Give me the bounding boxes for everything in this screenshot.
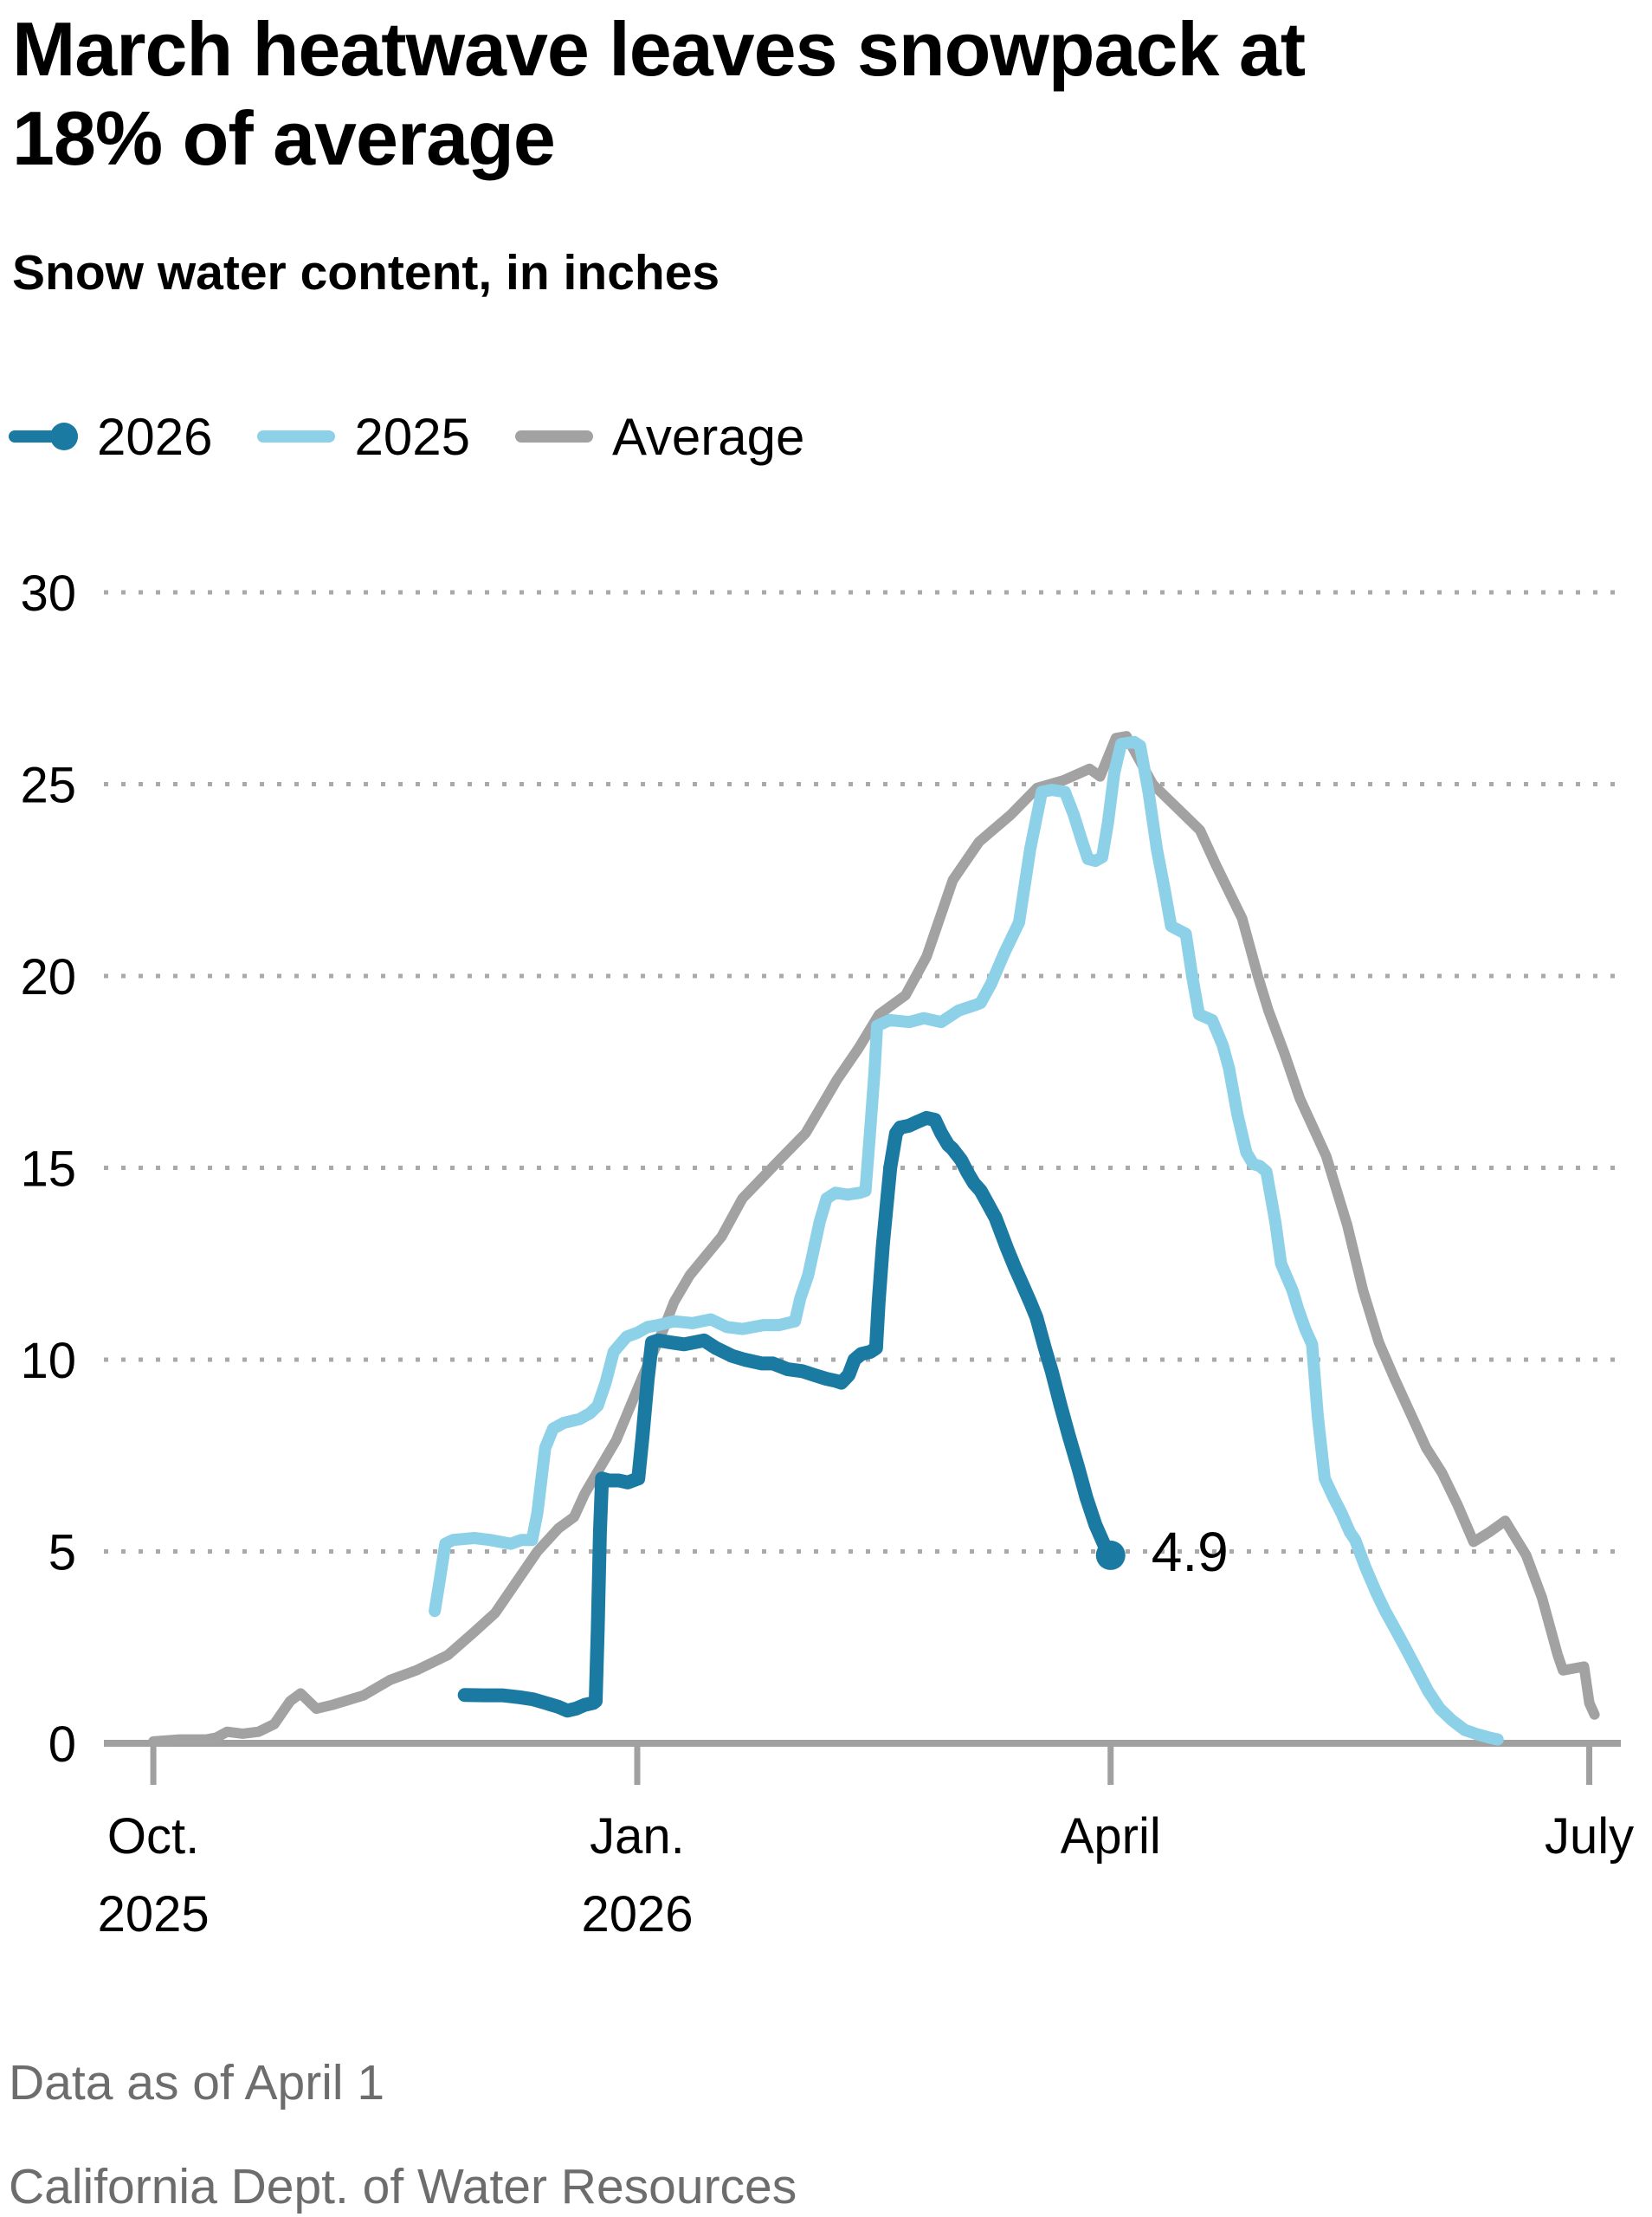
y-tick-label: 10 [20,1333,76,1389]
legend-line-icon [514,430,593,443]
end-value-label: 4.9 [1152,1521,1229,1583]
legend-swatch-average [514,430,593,443]
series-end-dot-2026 [1095,1540,1126,1570]
y-tick-label: 25 [20,758,76,814]
source-note: California Dept. of Water Resources [9,2159,797,2214]
y-tick-label: 5 [48,1525,76,1581]
x-tick-label: April [1061,1808,1161,1865]
x-tick-label: July [1545,1808,1634,1865]
series-line-2026 [457,1110,1118,1718]
chart-title: March heatwave leaves snowpack at 18% of… [12,6,1306,181]
y-tick-label: 30 [20,566,76,622]
legend-label: Average [611,407,805,466]
legend-label: 2025 [354,407,470,466]
y-tick-label: 20 [20,949,76,1005]
legend-line-icon [257,430,336,443]
y-tick-label: 0 [48,1716,76,1773]
legend-item-2026: 2026 [9,407,212,467]
x-tick-sublabel: 2026 [581,1886,693,1942]
data-as-of-note: Data as of April 1 [9,2055,385,2110]
legend: 2026 2025 Average [9,407,805,467]
y-tick-label: 15 [20,1141,76,1198]
x-tick-label: Jan. [590,1808,685,1865]
series-line-average [148,731,1600,1747]
legend-swatch-2026 [9,423,78,450]
x-tick-sublabel: 2025 [98,1886,210,1942]
legend-item-2025: 2025 [257,407,470,467]
legend-item-average: Average [514,407,805,467]
legend-dot-icon [50,423,78,450]
chart-notes: Data as of April 1 California Dept. of W… [9,2054,797,2215]
x-tick-label: Oct. [107,1808,199,1865]
legend-label: 2026 [97,407,213,466]
chart-subtitle: Snow water content, in inches [12,245,720,301]
legend-swatch-2025 [257,430,336,443]
legend-line-icon [9,430,59,443]
series-line-2025 [429,735,1504,1746]
